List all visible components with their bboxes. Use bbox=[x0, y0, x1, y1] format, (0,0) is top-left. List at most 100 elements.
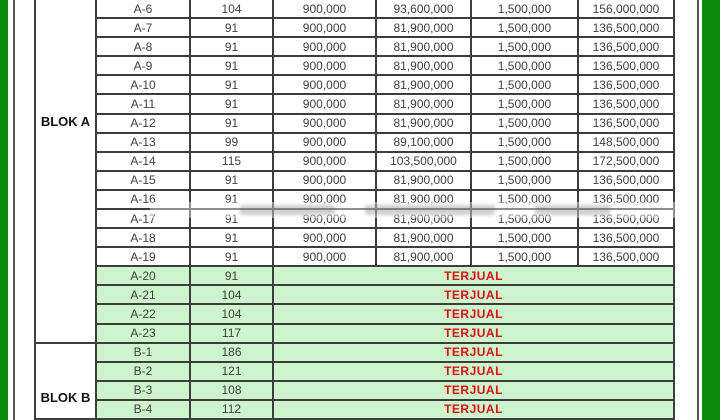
unit-cell: A-12 bbox=[97, 114, 189, 132]
value-cell: 1,500,000 bbox=[472, 0, 577, 18]
sold-status-label: TERJUAL bbox=[444, 402, 503, 417]
sold-status-label: TERJUAL bbox=[444, 306, 503, 321]
unit-cell: A-13 bbox=[97, 133, 189, 151]
size-cell: 91 bbox=[191, 267, 272, 285]
left-frame-line bbox=[13, 0, 15, 420]
size-cell: 91 bbox=[191, 57, 272, 75]
value-cell: 81,900,000 bbox=[377, 57, 470, 75]
size-cell: 91 bbox=[191, 190, 272, 208]
sold-status-label: TERJUAL bbox=[444, 268, 503, 283]
unit-cell: B-2 bbox=[97, 362, 189, 380]
value-cell: 900,000 bbox=[274, 152, 375, 170]
value-cell: 1,500,000 bbox=[472, 152, 577, 170]
sold-merged-cell: TERJUAL bbox=[274, 286, 673, 304]
value-cell: 81,900,000 bbox=[377, 229, 470, 247]
value-cell: 1,500,000 bbox=[472, 19, 577, 37]
unit-cell: A-22 bbox=[97, 305, 189, 323]
value-cell: 136,500,000 bbox=[579, 248, 673, 266]
size-cell: 115 bbox=[191, 152, 272, 170]
unit-cell: B-3 bbox=[97, 381, 189, 399]
value-cell: 1,500,000 bbox=[472, 76, 577, 94]
value-cell: 900,000 bbox=[274, 38, 375, 56]
size-cell: 91 bbox=[191, 38, 272, 56]
unit-cell: A-21 bbox=[97, 286, 189, 304]
value-cell: 136,500,000 bbox=[579, 229, 673, 247]
blok-a-label: BLOK A bbox=[40, 114, 91, 129]
value-cell: 136,500,000 bbox=[579, 95, 673, 113]
value-cell: 103,500,000 bbox=[377, 152, 470, 170]
sold-merged-cell: TERJUAL bbox=[274, 400, 673, 418]
value-cell: 1,500,000 bbox=[472, 190, 577, 208]
unit-cell: A-6 bbox=[97, 0, 189, 18]
sold-status-label: TERJUAL bbox=[444, 287, 503, 302]
value-cell: 136,500,000 bbox=[579, 19, 673, 37]
value-cell: 81,900,000 bbox=[377, 210, 470, 228]
value-cell: 89,100,000 bbox=[377, 133, 470, 151]
unit-cell: A-20 bbox=[97, 267, 189, 285]
value-cell: 1,500,000 bbox=[472, 210, 577, 228]
value-cell: 81,900,000 bbox=[377, 38, 470, 56]
size-cell: 91 bbox=[191, 95, 272, 113]
value-cell: 81,900,000 bbox=[377, 190, 470, 208]
value-cell: 1,500,000 bbox=[472, 229, 577, 247]
value-cell: 1,500,000 bbox=[472, 248, 577, 266]
value-cell: 172,500,000 bbox=[579, 152, 673, 170]
size-cell: 91 bbox=[191, 210, 272, 228]
right-frame-line bbox=[697, 0, 699, 420]
sold-merged-cell: TERJUAL bbox=[274, 267, 673, 285]
blok-b-label: BLOK B bbox=[40, 389, 91, 405]
right-green-frame-bar bbox=[702, 0, 720, 420]
unit-cell: A-19 bbox=[97, 248, 189, 266]
size-cell: 108 bbox=[191, 381, 272, 399]
value-cell: 136,500,000 bbox=[579, 76, 673, 94]
value-cell: 900,000 bbox=[274, 19, 375, 37]
unit-cell: A-7 bbox=[97, 19, 189, 37]
value-cell: 900,000 bbox=[274, 57, 375, 75]
sold-status-label: TERJUAL bbox=[444, 383, 503, 398]
value-cell: 136,500,000 bbox=[579, 190, 673, 208]
value-cell: 1,500,000 bbox=[472, 57, 577, 75]
size-cell: 112 bbox=[191, 400, 272, 418]
unit-cell: A-17 bbox=[97, 210, 189, 228]
size-cell: 91 bbox=[191, 248, 272, 266]
sold-merged-cell: TERJUAL bbox=[274, 381, 673, 399]
size-cell: 104 bbox=[191, 0, 272, 18]
value-cell: 900,000 bbox=[274, 210, 375, 228]
value-cell: 136,500,000 bbox=[579, 38, 673, 56]
blok-b-cell: BLOK B bbox=[36, 343, 95, 418]
unit-cell: A-15 bbox=[97, 171, 189, 189]
price-table: BLOK A BLOK B A-6 104 900,000 93,600,000 1,5… bbox=[34, 0, 675, 420]
unit-cell: A-8 bbox=[97, 38, 189, 56]
value-cell: 900,000 bbox=[274, 95, 375, 113]
value-cell: 136,500,000 bbox=[579, 210, 673, 228]
size-cell: 117 bbox=[191, 324, 272, 342]
value-cell: 81,900,000 bbox=[377, 19, 470, 37]
value-cell: 900,000 bbox=[274, 114, 375, 132]
value-cell: 1,500,000 bbox=[472, 38, 577, 56]
size-cell: 91 bbox=[191, 171, 272, 189]
unit-cell: A-16 bbox=[97, 190, 189, 208]
sold-status-label: TERJUAL bbox=[444, 326, 503, 341]
value-cell: 900,000 bbox=[274, 171, 375, 189]
sold-merged-cell: TERJUAL bbox=[274, 305, 673, 323]
size-cell: 91 bbox=[191, 114, 272, 132]
value-cell: 93,600,000 bbox=[377, 0, 470, 18]
value-cell: 900,000 bbox=[274, 248, 375, 266]
value-cell: 900,000 bbox=[274, 0, 375, 18]
unit-cell: A-11 bbox=[97, 95, 189, 113]
value-cell: 136,500,000 bbox=[579, 114, 673, 132]
value-cell: 136,500,000 bbox=[579, 171, 673, 189]
size-cell: 104 bbox=[191, 305, 272, 323]
value-cell: 900,000 bbox=[274, 76, 375, 94]
unit-cell: A-23 bbox=[97, 324, 189, 342]
unit-cell: A-9 bbox=[97, 57, 189, 75]
value-cell: 81,900,000 bbox=[377, 95, 470, 113]
unit-cell: A-18 bbox=[97, 229, 189, 247]
sold-merged-cell: TERJUAL bbox=[274, 362, 673, 380]
size-cell: 91 bbox=[191, 76, 272, 94]
sold-status-label: TERJUAL bbox=[444, 345, 503, 360]
size-cell: 91 bbox=[191, 19, 272, 37]
value-cell: 81,900,000 bbox=[377, 171, 470, 189]
unit-cell: A-10 bbox=[97, 76, 189, 94]
